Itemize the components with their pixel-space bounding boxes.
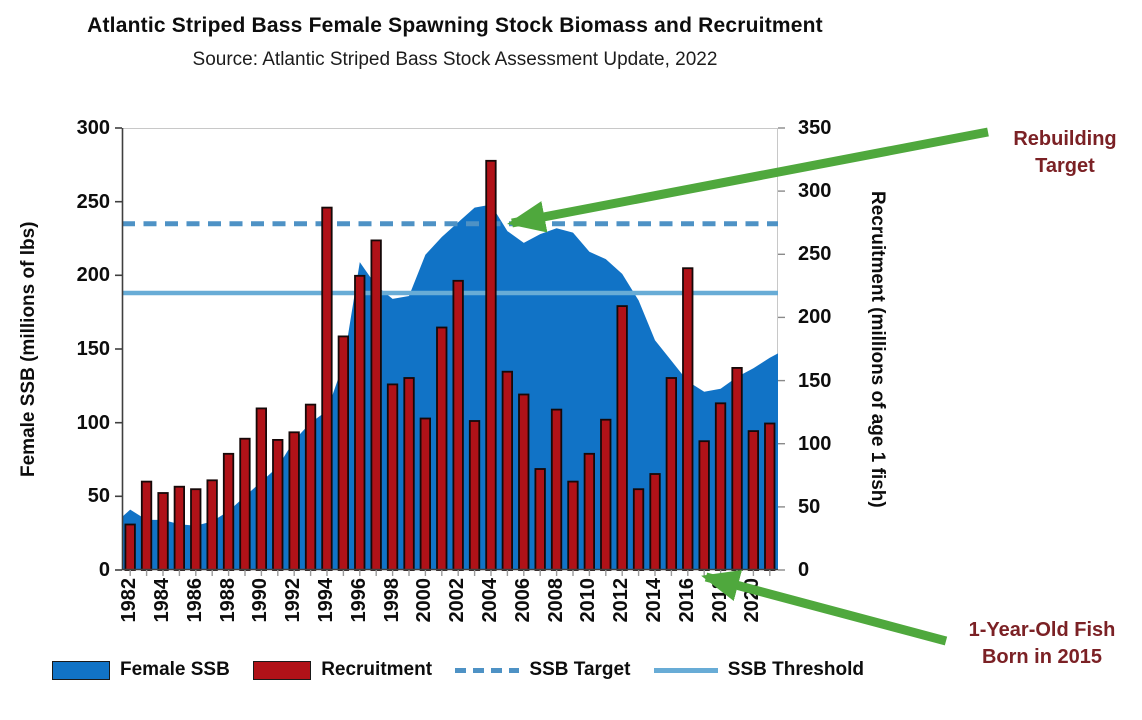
recruitment-bar (190, 488, 202, 571)
recruitment-bar (534, 468, 546, 571)
recruitment-bar (583, 452, 596, 571)
legend-item-female-ssb: Female SSB (52, 659, 230, 681)
recruitment-bar (222, 452, 235, 571)
ssb-threshold-swatch (653, 667, 718, 673)
recruitment-bar (354, 274, 366, 571)
legend-item-recruitment: Recruitment (253, 659, 432, 681)
right-axis-tick-label: 100 (798, 432, 832, 455)
legend-item-ssb-target: SSB Target (455, 659, 630, 681)
recruitment-bar (288, 431, 300, 571)
recruitment-bar (567, 480, 579, 571)
legend: Female SSB Recruitment SSB Target SSB Th… (52, 659, 864, 681)
left-axis-tick-label: 150 (76, 338, 110, 360)
x-axis-tick-label: 1988 (216, 578, 239, 623)
recruitment-bar (337, 335, 350, 571)
recruitment-bar (239, 437, 251, 571)
left-axis-tick-label: 300 (76, 117, 110, 139)
recruitment-bar (616, 305, 628, 571)
chart-title: Atlantic Striped Bass Female Spawning St… (87, 14, 823, 37)
annotation-rebuilding-target: Rebuilding Target (1013, 128, 1117, 177)
recruitment-bar (468, 420, 481, 571)
x-axis-tick-label: 1996 (347, 578, 370, 623)
x-axis-tick-label: 1998 (380, 578, 403, 623)
recruitment-bar (272, 438, 284, 571)
recruitment-bar (600, 418, 612, 571)
ssb-target-swatch (455, 667, 520, 673)
recruitment-bar (403, 377, 415, 571)
recruitment-bar (140, 480, 153, 571)
recruitment-bar (173, 485, 185, 571)
recruitment-bar (714, 402, 727, 571)
left-axis-tick-label: 250 (76, 190, 110, 213)
recruitment-bar (698, 440, 710, 571)
recruitment-bar (386, 383, 399, 571)
legend-item-ssb-threshold: SSB Threshold (653, 659, 864, 681)
right-axis-title: Recruitment (millions of age 1 fish) (867, 190, 888, 508)
right-axis-tick-label: 50 (798, 495, 821, 518)
legend-label: SSB Target (529, 659, 631, 680)
x-axis-tick-label: 2008 (544, 578, 567, 623)
x-axis-tick-label: 2012 (610, 578, 633, 623)
recruitment-bar (370, 239, 382, 571)
x-axis-tick-label: 1986 (183, 578, 206, 623)
right-axis-tick-label: 300 (798, 180, 832, 203)
recruitment-bar (747, 430, 759, 571)
recruitment-bar (436, 326, 448, 571)
x-axis-tick-label: 2004 (479, 578, 501, 623)
x-axis-tick-label: 2010 (577, 578, 600, 623)
x-axis-tick-label: 1992 (282, 578, 305, 623)
recruitment-bar (501, 370, 514, 571)
legend-label: SSB Threshold (727, 659, 864, 680)
plot-area (115, 127, 785, 576)
recruitment-bar (321, 206, 333, 571)
recruitment-bar (731, 366, 743, 571)
x-axis-tick-label: 2006 (511, 578, 534, 623)
left-axis-tick-label: 100 (76, 411, 110, 434)
recruitment-bar (419, 417, 432, 571)
x-axis-tick-label: 2014 (643, 578, 665, 623)
recruitment-bar (764, 422, 776, 571)
recruitment-bar (255, 407, 268, 571)
recruitment-bar (452, 279, 464, 571)
recruitment-bar (485, 159, 497, 571)
recruitment-bar (304, 403, 317, 571)
female-ssb-area (122, 204, 778, 570)
x-axis-tick-label: 1994 (315, 578, 337, 623)
left-axis-tick-label: 200 (76, 264, 110, 287)
recruitment-bar (665, 377, 677, 571)
recruitment-bar (682, 267, 694, 571)
right-axis-tick-label: 0 (798, 559, 810, 581)
left-axis-title: Female SSB (millions of lbs) (18, 221, 39, 477)
recruitment-bar (649, 473, 661, 571)
chart-subtitle: Source: Atlantic Striped Bass Stock Asse… (192, 49, 718, 70)
x-axis-tick-label: 2020 (741, 578, 764, 623)
x-axis-tick-label: 1982 (118, 578, 141, 623)
recruitment-bar (632, 488, 645, 571)
recruitment-bar (206, 479, 218, 571)
recruitment-bar (550, 408, 563, 571)
x-axis-tick-label: 2018 (708, 578, 731, 623)
recruitment-bar (157, 492, 169, 571)
recruitment-bar (124, 523, 136, 571)
x-axis-tick-label: 1984 (151, 578, 173, 623)
left-axis-tick-label: 0 (98, 559, 110, 581)
x-axis-tick-label: 2016 (675, 578, 698, 623)
right-axis-tick-label: 250 (798, 243, 832, 266)
x-axis-tick-label: 2002 (446, 578, 469, 623)
left-axis-tick-label: 50 (87, 485, 110, 508)
x-axis-tick-label: 1990 (249, 578, 272, 623)
right-axis-tick-label: 350 (798, 117, 832, 139)
x-axis-tick-label: 2000 (413, 578, 436, 623)
female-ssb-swatch (52, 660, 110, 680)
right-axis-tick-label: 200 (798, 306, 832, 329)
right-axis-tick-label: 150 (798, 369, 832, 392)
legend-label: Female SSB (120, 659, 230, 680)
legend-label: Recruitment (321, 659, 433, 680)
recruitment-swatch (253, 660, 312, 680)
annotation-one-year-old-fish: 1-Year-Old Fish Born in 2015 (968, 619, 1116, 668)
recruitment-bar (518, 393, 530, 571)
